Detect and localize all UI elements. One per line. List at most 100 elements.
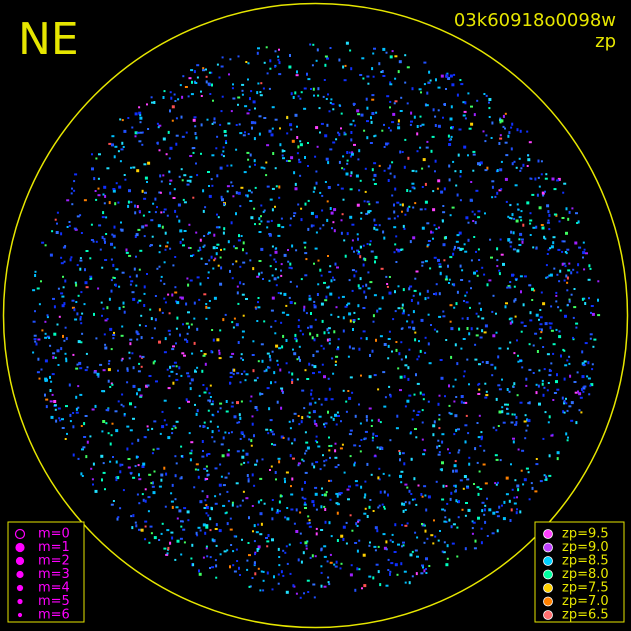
- star: [280, 321, 283, 324]
- star: [243, 461, 246, 464]
- star: [33, 334, 37, 337]
- star: [261, 458, 264, 461]
- star: [413, 187, 416, 190]
- star: [300, 91, 303, 94]
- star: [314, 318, 317, 321]
- star: [366, 243, 369, 245]
- star: [297, 145, 300, 149]
- star: [484, 324, 488, 328]
- star: [245, 298, 248, 300]
- star: [582, 390, 585, 393]
- star: [182, 244, 185, 247]
- star: [114, 145, 118, 148]
- star: [328, 342, 331, 345]
- star: [340, 187, 344, 190]
- star: [97, 187, 100, 190]
- star: [75, 283, 78, 287]
- star: [309, 556, 312, 559]
- star: [591, 363, 594, 366]
- star: [159, 432, 162, 435]
- star: [520, 321, 524, 324]
- star: [306, 579, 310, 582]
- star: [93, 371, 97, 374]
- star: [106, 306, 109, 310]
- star: [372, 314, 375, 318]
- star: [138, 106, 141, 109]
- star: [317, 94, 320, 97]
- star: [528, 401, 531, 405]
- star: [464, 401, 468, 404]
- star: [357, 318, 360, 320]
- star: [505, 493, 509, 496]
- star: [176, 517, 179, 520]
- star: [391, 350, 393, 353]
- star: [460, 400, 463, 404]
- star: [196, 409, 199, 413]
- star: [508, 217, 511, 219]
- star: [354, 124, 357, 127]
- star: [446, 502, 449, 505]
- star: [520, 210, 523, 213]
- star: [236, 372, 240, 375]
- star: [72, 453, 75, 457]
- star: [578, 392, 582, 396]
- star: [280, 406, 283, 410]
- star: [496, 265, 499, 268]
- star: [415, 436, 418, 439]
- star: [432, 542, 435, 545]
- star: [491, 196, 494, 199]
- star: [143, 304, 146, 307]
- star: [269, 419, 273, 422]
- star: [358, 445, 361, 447]
- star: [307, 326, 309, 329]
- star: [164, 505, 167, 508]
- star: [268, 354, 271, 358]
- star: [277, 276, 280, 279]
- star: [430, 324, 432, 326]
- star: [526, 418, 529, 422]
- star: [344, 305, 348, 308]
- star: [175, 327, 178, 330]
- star: [327, 331, 330, 334]
- star: [279, 127, 281, 130]
- star: [63, 260, 66, 263]
- star: [116, 517, 119, 521]
- star: [459, 175, 462, 178]
- star: [472, 153, 476, 156]
- star: [514, 423, 518, 426]
- star: [369, 499, 372, 501]
- star: [328, 449, 331, 452]
- star: [84, 281, 88, 285]
- star: [242, 134, 246, 137]
- star: [40, 280, 42, 283]
- star: [164, 248, 167, 251]
- star: [410, 111, 413, 115]
- star: [480, 527, 483, 530]
- star: [131, 442, 134, 445]
- star: [158, 124, 162, 127]
- star: [193, 486, 196, 489]
- star: [427, 400, 430, 403]
- star: [442, 205, 445, 207]
- star: [416, 150, 419, 153]
- star: [532, 226, 536, 229]
- star: [399, 203, 402, 206]
- star: [250, 444, 253, 447]
- star: [567, 436, 569, 439]
- star: [334, 360, 337, 363]
- star: [434, 170, 436, 173]
- star: [312, 354, 315, 357]
- star: [374, 255, 378, 259]
- star: [364, 190, 367, 193]
- star: [112, 276, 115, 279]
- star: [349, 174, 352, 177]
- star: [295, 74, 299, 77]
- star: [553, 213, 557, 216]
- star: [428, 362, 432, 365]
- star: [244, 105, 248, 108]
- star: [283, 253, 287, 257]
- star: [473, 236, 476, 238]
- star: [288, 266, 292, 269]
- star: [349, 573, 353, 577]
- star: [147, 128, 150, 130]
